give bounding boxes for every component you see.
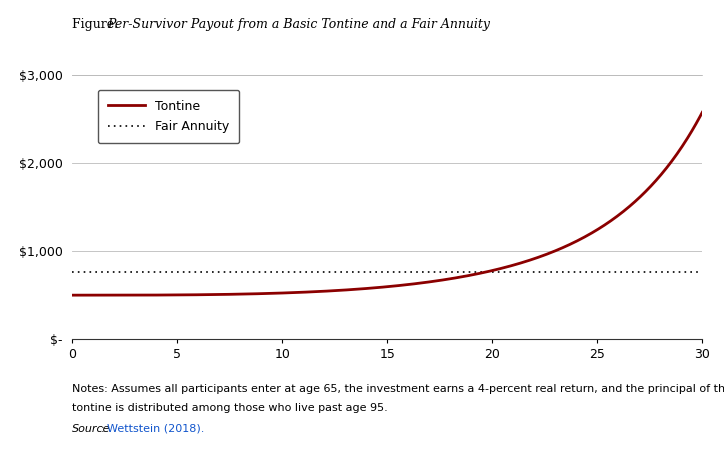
Text: Source: Source (72, 424, 111, 434)
Text: :: : (101, 424, 109, 434)
Text: tontine is distributed among those who live past age 95.: tontine is distributed among those who l… (72, 403, 388, 413)
Text: Notes: Assumes all participants enter at age 65, the investment earns a 4-percen: Notes: Assumes all participants enter at… (72, 384, 724, 394)
Text: Figure.: Figure. (72, 17, 122, 31)
Legend: Tontine, Fair Annuity: Tontine, Fair Annuity (98, 89, 240, 143)
Text: Wettstein (2018).: Wettstein (2018). (107, 424, 204, 434)
Text: Per-Survivor Payout from a Basic Tontine and a Fair Annuity: Per-Survivor Payout from a Basic Tontine… (107, 17, 490, 31)
